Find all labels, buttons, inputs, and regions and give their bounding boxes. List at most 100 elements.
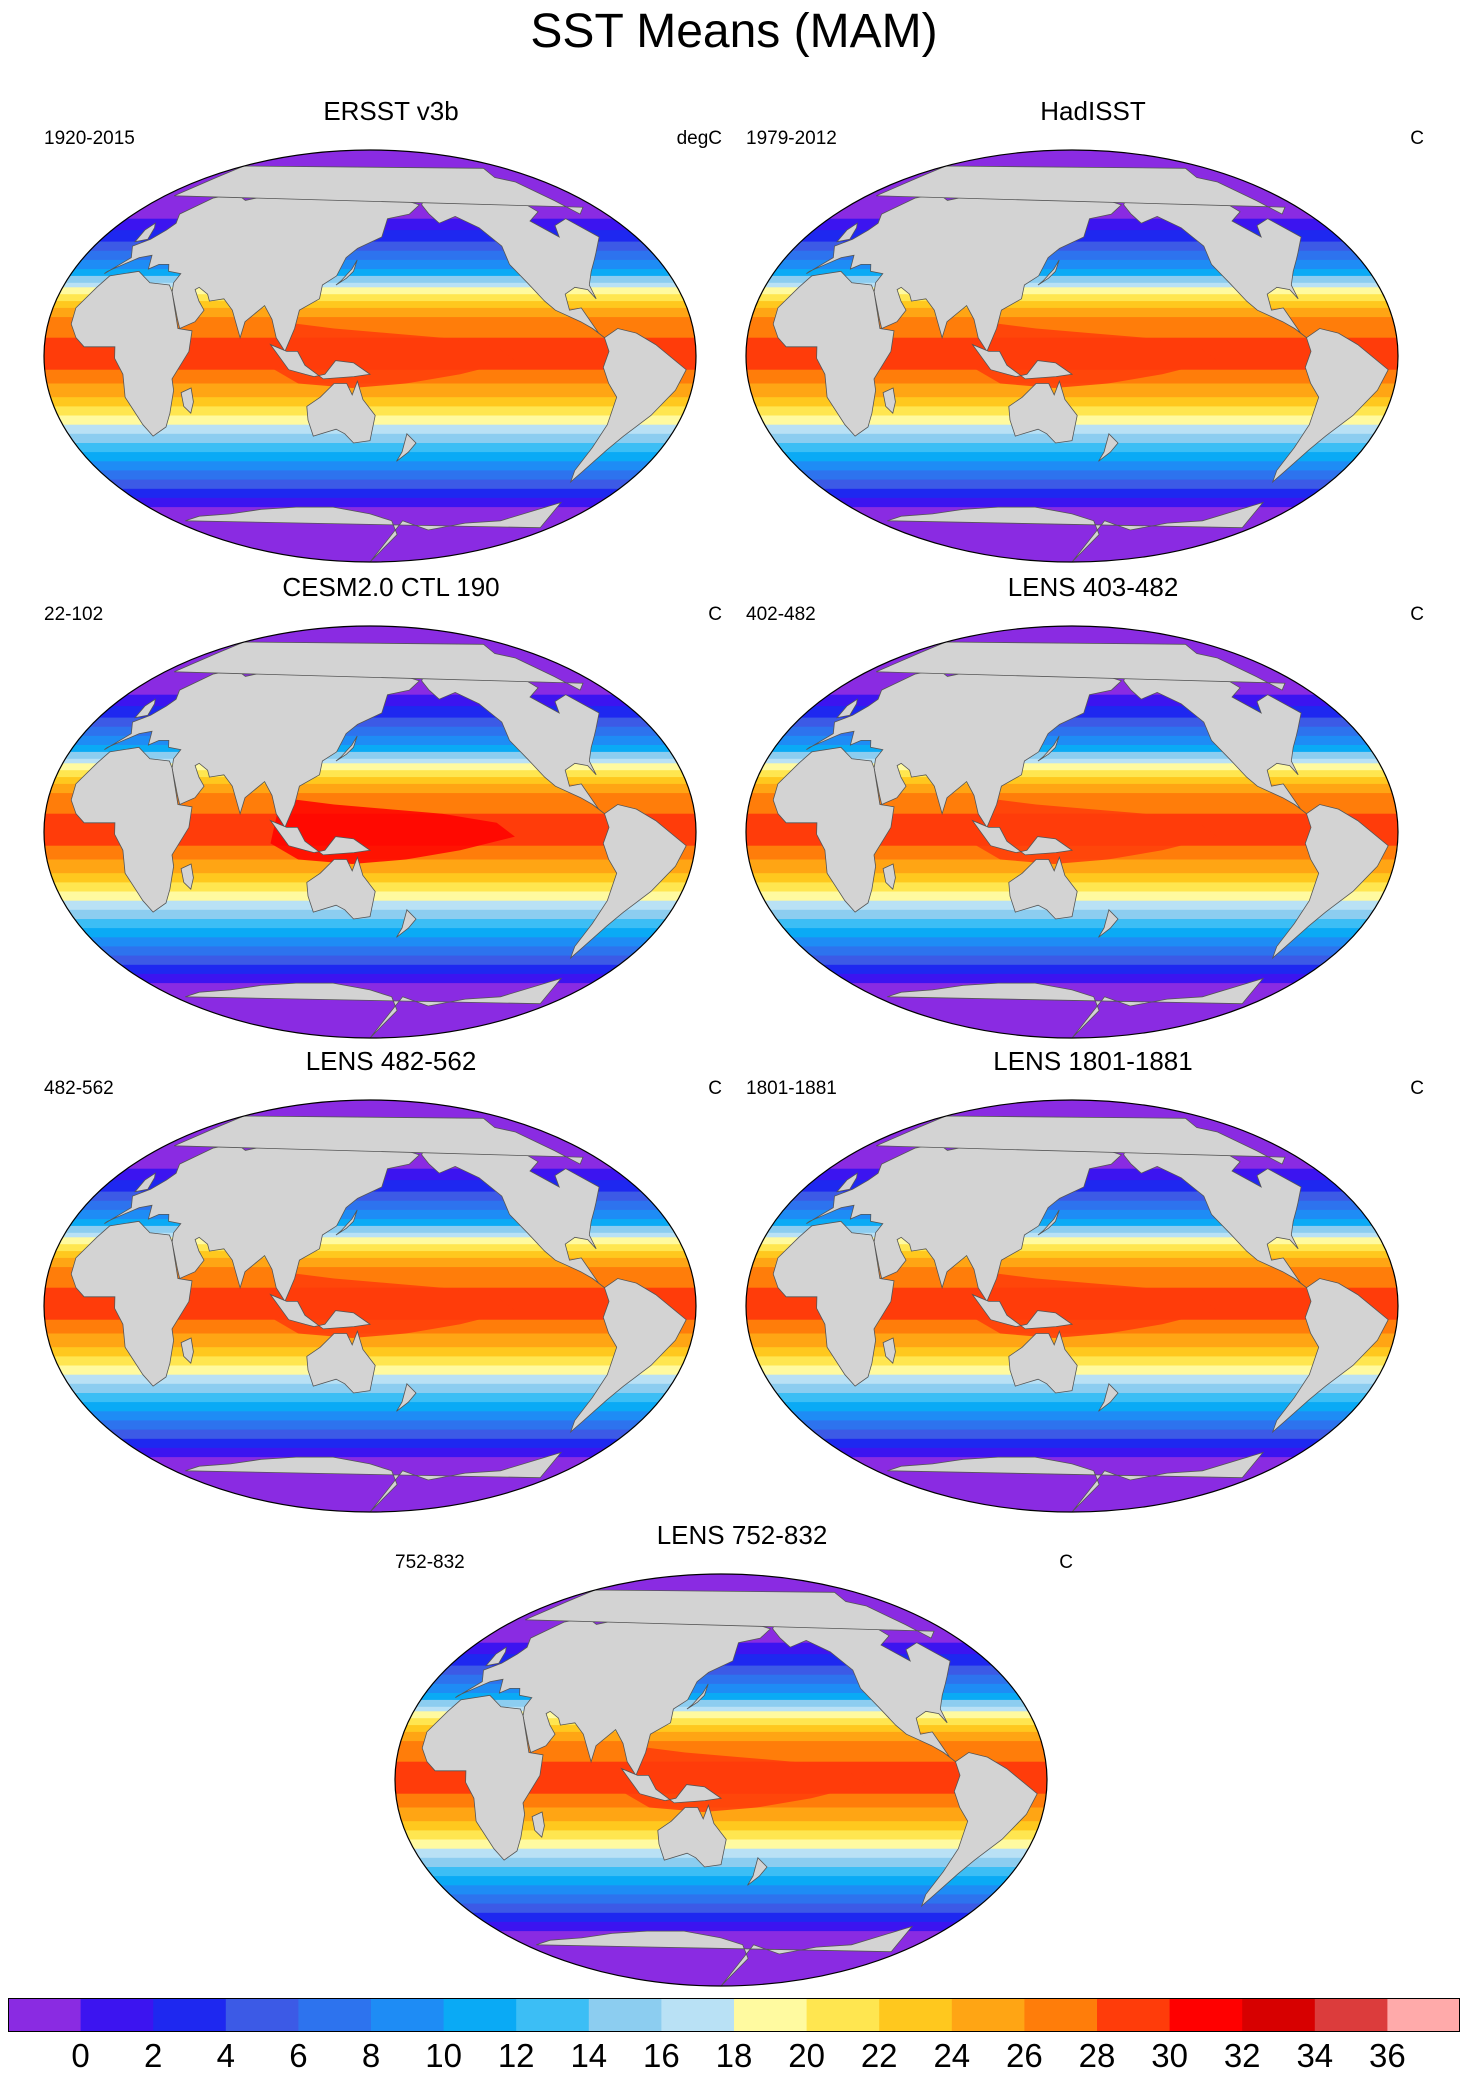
colorbar-tick-label: 2 [144,2037,163,2074]
sst-band [395,1706,1047,1713]
land-newzealand [396,1383,417,1412]
sst-band [746,275,1398,284]
land-antarctica [185,1451,563,1512]
sst-band [44,241,696,252]
sst-band [746,1411,1398,1422]
land-indonesia [971,1293,1074,1330]
land-greenland [876,165,1286,215]
sst-band [44,758,696,765]
sst-band [746,1225,1398,1234]
sst-band [44,937,696,948]
colorbar-tick-label: 6 [289,2037,308,2074]
land-southAmerica [569,804,687,960]
sst-band [44,873,696,884]
sst-band [44,726,696,737]
sst-band [44,955,696,966]
sst-band [746,964,1398,975]
sst-band [44,287,696,296]
land-europeAsia [104,655,421,829]
colorbar-tick-label: 24 [933,2037,971,2074]
land-australia [306,1329,376,1394]
map-border [745,1099,1399,1513]
sst-band [44,717,696,728]
map-layers [746,1100,1398,1512]
colorbar-tick-label: 36 [1369,2037,1406,2074]
sst-band [44,317,696,339]
sst-band [44,1429,696,1440]
sst-band [44,443,696,454]
sst-band [746,763,1398,772]
sst-band [746,479,1398,490]
land-northAmerica [421,193,605,339]
colorbar-tick-label: 18 [715,2037,753,2074]
land-southAmerica [569,328,687,484]
land-greenland [876,1115,1286,1165]
sst-band [44,1219,696,1227]
land-newzealand [1098,433,1119,462]
land-antarctica [887,977,1265,1038]
sst-band [746,301,1398,309]
sst-band [746,383,1398,399]
sst-band [746,488,1398,499]
sst-band [395,1741,1047,1763]
colorbar-swatch [1387,1998,1460,2032]
sst-band [44,735,696,747]
land-antarctica [536,1925,914,1986]
colorbar-swatch [1314,1998,1388,2032]
land-southAmerica [1271,328,1389,484]
panel-period-label: 1979-2012 [746,128,837,149]
colorbar-tick-label: 10 [425,2037,462,2074]
map-panel: HadISST 1979-2012 C [742,96,1444,566]
map-border [394,1573,1048,1987]
colorbar [8,1998,1460,2032]
sst-band [44,479,696,490]
sst-band [746,770,1398,779]
panel-title: LENS 752-832 [656,1520,828,1550]
sst-band [746,1447,1398,1459]
map-panel: LENS 1801-1881 1801-1881 C [742,1046,1444,1516]
colorbar-swatch [1024,1998,1098,2032]
colorbar-swatch [951,1998,1025,2032]
map-panel: LENS 403-482 402-482 C [742,572,1444,1042]
sst-band [746,1402,1398,1413]
land-australia [1008,855,1078,920]
sst-band [44,1237,696,1246]
sst-band [746,497,1398,509]
map-border [43,625,697,1039]
sst-band [44,859,696,875]
sst-band [395,1725,1047,1733]
sst-band [746,955,1398,966]
panel-period-label: 1920-2015 [44,128,135,149]
sst-band [395,1711,1047,1720]
sst-band [746,937,1398,948]
land-japan [335,735,358,762]
sst-band [44,973,696,985]
sst-band [44,1411,696,1422]
land-antarctica [887,1451,1265,1512]
panel-units-label: degC [676,128,722,149]
map-panel: ERSST v3b 1920-2015 degC [40,96,742,566]
land-indonesia [269,819,372,856]
land-indonesia [971,819,1074,856]
land-southAmerica [1271,804,1389,960]
sst-band [746,1333,1398,1349]
sst-band [44,964,696,975]
map-panel: LENS 482-562 482-562 C [40,1046,742,1516]
sst-band [44,307,696,319]
sst-band [44,946,696,957]
sst-band [746,241,1398,252]
sst-band [44,275,696,284]
land-uk [836,698,858,719]
land-northAmerica [421,1143,605,1289]
map-layers [44,150,696,562]
sst-band [395,1821,1047,1832]
sst-band [395,1718,1047,1727]
colorbar-tick-label: 26 [1006,2037,1043,2074]
sst-band [395,1885,1047,1896]
sst-map [43,625,697,1039]
sst-band [746,783,1398,795]
sst-band [44,250,696,261]
sst-band [44,1402,696,1413]
sst-band [44,383,696,399]
sst-band [44,1438,696,1449]
